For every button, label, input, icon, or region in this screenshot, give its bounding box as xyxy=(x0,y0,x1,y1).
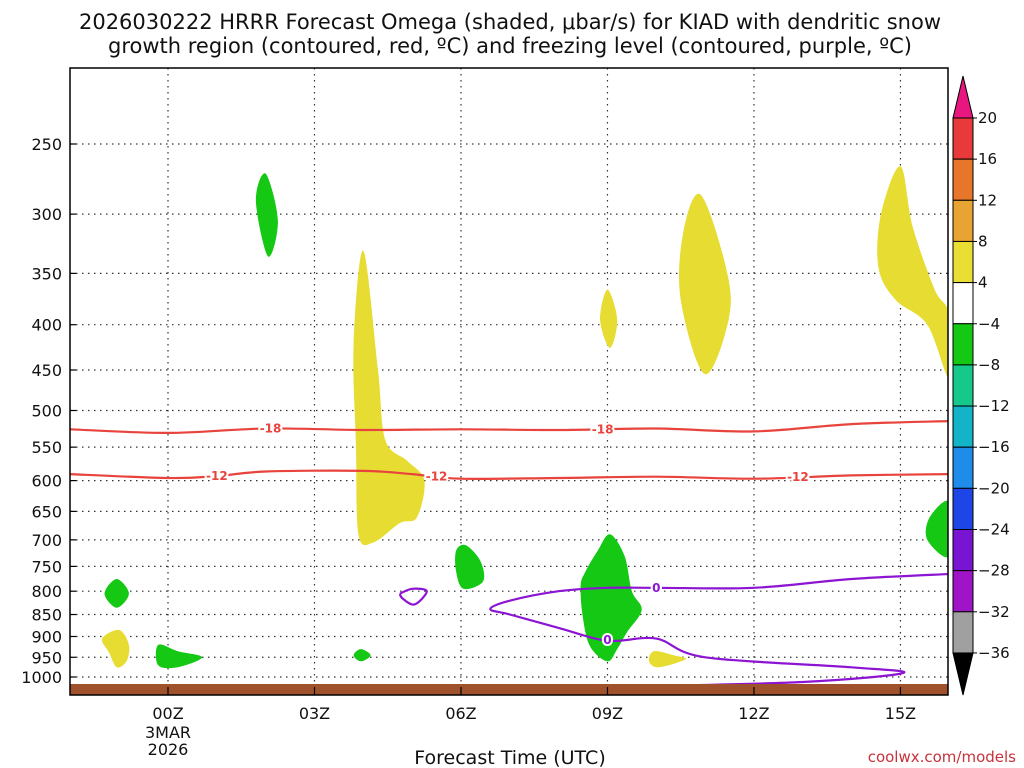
omega-region-positive-1 xyxy=(600,289,618,348)
colorbar-bin-6 xyxy=(952,323,974,366)
y-tick-label-1000: 1000 xyxy=(21,668,62,687)
dgz-contour-label-1-2: -12 xyxy=(787,470,809,484)
y-tick-label-600: 600 xyxy=(31,472,62,491)
colorbar-bin-7 xyxy=(952,364,974,407)
x-tick-sublabel-0: 3MAR xyxy=(145,723,191,742)
y-tick-label-950: 950 xyxy=(31,648,62,667)
x-tick-label-03Z: 03Z xyxy=(299,704,330,723)
y-tick-label-650: 650 xyxy=(31,502,62,521)
colorbar-bin-5 xyxy=(952,282,974,325)
colorbar-label-0: 20 xyxy=(978,109,997,127)
freezing-contour-0 xyxy=(489,572,948,688)
surface-band xyxy=(70,684,948,695)
colorbar-label-10: −24 xyxy=(978,521,1010,539)
omega-region-positive-2 xyxy=(679,193,731,375)
freezing-contour-label-0-0: 0 xyxy=(652,581,660,595)
omega-region-positive-5 xyxy=(648,651,686,668)
omega-region-positive-4 xyxy=(101,629,130,668)
y-tick-label-900: 900 xyxy=(31,627,62,646)
x-tick-label-15Z: 15Z xyxy=(885,704,916,723)
dgz-contour-label-1-0: -12 xyxy=(206,469,228,483)
colorbar-bin-9 xyxy=(952,446,974,489)
freezing-contour-label-0-1: 0 xyxy=(603,633,611,647)
omega-region-negative-6 xyxy=(255,173,278,257)
colorbar-label-6: −8 xyxy=(978,356,1000,374)
colorbar-label-12: −32 xyxy=(978,603,1010,621)
plot-inner: -18 -18 -12 -12 -12 0 0 xyxy=(70,68,948,695)
colorbar-bin-13 xyxy=(952,611,974,654)
dgz-contour-label-0-1: -18 xyxy=(592,422,614,436)
colorbar-label-9: −20 xyxy=(978,479,1010,497)
colorbar-top-arrow xyxy=(952,75,974,119)
y-tick-label-350: 350 xyxy=(31,264,62,283)
y-tick-label-500: 500 xyxy=(31,402,62,421)
y-tick-label-750: 750 xyxy=(31,557,62,576)
y-tick-label-400: 400 xyxy=(31,316,62,335)
x-axis-label: Forecast Time (UTC) xyxy=(414,747,605,768)
x-tick-label-09Z: 09Z xyxy=(592,704,623,723)
y-tick-label-250: 250 xyxy=(31,135,62,154)
dgz-contour-1 xyxy=(70,469,948,480)
omega-region-negative-12 xyxy=(925,500,948,558)
dgz-contour-0 xyxy=(70,420,948,435)
colorbar-bin-3 xyxy=(952,199,974,242)
omega-region-negative-10 xyxy=(155,644,203,669)
chart-title-line-1: 2026030222 HRRR Forecast Omega (shaded, … xyxy=(79,10,941,34)
colorbar-bin-12 xyxy=(952,570,974,613)
colorbar-bottom-arrow xyxy=(952,652,974,696)
omega-region-negative-7 xyxy=(580,534,642,662)
colorbar-bin-8 xyxy=(952,405,974,448)
y-tick-label-800: 800 xyxy=(31,582,62,601)
colorbar-label-8: −16 xyxy=(978,438,1010,456)
freezing-contour-1 xyxy=(398,587,428,606)
y-tick-label-700: 700 xyxy=(31,531,62,550)
chart-title-line-2: growth region (contoured, red, ºC) and f… xyxy=(108,34,912,58)
colorbar-bin-2 xyxy=(952,158,974,201)
colorbar-label-1: 16 xyxy=(978,150,997,168)
y-tick-label-450: 450 xyxy=(31,361,62,380)
colorbar-label-5: −4 xyxy=(978,315,1000,333)
plot-frame xyxy=(69,67,949,696)
colorbar-bin-4 xyxy=(952,240,974,284)
credit-text: coolwx.com/models xyxy=(868,748,1016,766)
colorbar-label-3: 8 xyxy=(978,232,988,250)
x-tick-sublabel-1: 2026 xyxy=(148,740,189,759)
plot-area: -18 -18 -12 -12 -12 0 0 250 300 350 400 450 500 550 60… xyxy=(21,67,949,759)
colorbar-bin-11 xyxy=(952,529,974,572)
colorbar-label-2: 12 xyxy=(978,191,997,209)
colorbar: 20 16 12 8 4 −4 −8 −12 −16 −20 −24 −28 −32 −36 xyxy=(952,75,1010,696)
omega-region-negative-8 xyxy=(455,544,485,590)
y-tick-label-550: 550 xyxy=(31,438,62,457)
x-tick-label-00Z: 00Z xyxy=(152,704,183,723)
omega-region-negative-9 xyxy=(104,579,129,608)
colorbar-bin-1 xyxy=(952,117,974,160)
x-tick-label-12Z: 12Z xyxy=(738,704,769,723)
colorbar-label-4: 4 xyxy=(978,274,988,292)
dgz-contour-label-0-0: -18 xyxy=(260,422,282,436)
y-tick-label-300: 300 xyxy=(31,205,62,224)
y-tick-label-850: 850 xyxy=(31,606,62,625)
x-tick-label-06Z: 06Z xyxy=(445,704,476,723)
plot-background xyxy=(70,68,948,695)
colorbar-label-11: −28 xyxy=(978,562,1010,580)
omega-region-negative-11 xyxy=(353,649,371,662)
colorbar-bin-10 xyxy=(952,487,974,531)
colorbar-label-7: −12 xyxy=(978,397,1010,415)
dgz-contour-label-1-1: -12 xyxy=(426,469,448,483)
colorbar-label-13: −36 xyxy=(978,644,1010,662)
omega-region-positive-3 xyxy=(877,166,948,378)
